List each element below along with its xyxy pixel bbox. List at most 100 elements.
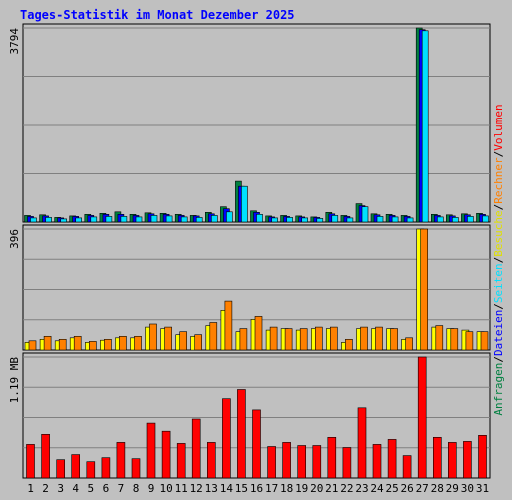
- bar-rechner-day-25: [390, 328, 398, 351]
- bar-volumen-day-21: [327, 436, 337, 479]
- bar-volumen-day-13: [207, 442, 216, 479]
- bar-volumen-day-1: [26, 444, 35, 479]
- legend-entry: /: [492, 204, 505, 211]
- bar-seiten-day-22: [346, 217, 354, 223]
- legend-entry: Rechner: [492, 157, 505, 204]
- legend-entry: Anfragen: [492, 363, 505, 416]
- x-tick-label: 21: [325, 482, 338, 495]
- bar-seiten-day-19: [301, 217, 309, 223]
- legend-entry: Dateien: [492, 310, 505, 356]
- bar-volumen-day-25: [387, 439, 397, 479]
- bar-rechner-day-13: [209, 322, 218, 351]
- bar-volumen-day-9: [146, 422, 156, 479]
- x-tick-label: 15: [235, 482, 248, 495]
- bar-seiten-day-24: [376, 216, 384, 223]
- x-tick-label: 30: [461, 482, 474, 495]
- bar-seiten-day-31: [482, 215, 489, 223]
- panel-bottom: 1.19 MB: [8, 352, 491, 479]
- bar-rechner-day-31: [480, 331, 489, 351]
- bar-seiten-day-25: [391, 216, 399, 223]
- bar-rechner-day-16: [254, 316, 263, 351]
- bar-seiten-day-6: [105, 216, 113, 223]
- bar-volumen-day-5: [86, 461, 96, 479]
- bar-seiten-day-29: [451, 217, 459, 223]
- chart-title: Tages-Statistik im Monat Dezember 2025: [20, 8, 295, 22]
- bar-rechner-day-18: [284, 328, 293, 351]
- x-tick-label: 5: [87, 482, 94, 495]
- bar-seiten-day-4: [75, 217, 82, 223]
- bar-rechner-day-26: [405, 337, 413, 351]
- x-tick-label: 1: [27, 482, 34, 495]
- x-tick-label: 16: [250, 482, 263, 495]
- bar-volumen-day-26: [402, 455, 412, 479]
- bar-volumen-day-30: [463, 441, 472, 479]
- x-tick-label: 7: [118, 482, 125, 495]
- x-tick-label: 20: [310, 482, 323, 495]
- bar-seiten-day-17: [271, 217, 278, 223]
- x-tick-label: 22: [340, 482, 353, 495]
- legend: Anfragen/Dateien/Seiten/Besuche/Rechner/…: [492, 104, 505, 415]
- bar-volumen-day-23: [357, 407, 367, 479]
- bar-volumen-day-6: [101, 457, 111, 479]
- bar-rechner-day-10: [164, 326, 172, 351]
- x-tick-label: 13: [205, 482, 218, 495]
- bar-rechner-day-5: [89, 341, 97, 351]
- legend-entry: /: [492, 257, 505, 264]
- bar-rechner-day-20: [314, 326, 323, 351]
- bar-volumen-day-7: [116, 442, 126, 479]
- bar-rechner-day-27: [420, 228, 429, 351]
- panel-frame: [22, 23, 491, 223]
- x-tick-label: 9: [148, 482, 155, 495]
- bar-rechner-day-9: [149, 323, 157, 351]
- bar-seiten-day-9: [150, 215, 158, 223]
- legend-entry: Besuche: [492, 210, 505, 256]
- x-tick-label: 28: [431, 482, 444, 495]
- bar-seiten-day-26: [406, 217, 414, 223]
- bar-seiten-day-11: [180, 216, 188, 223]
- x-tick-label: 4: [72, 482, 79, 495]
- bar-volumen-day-29: [447, 442, 457, 479]
- bar-rechner-day-6: [104, 338, 112, 351]
- bar-rechner-day-14: [224, 300, 233, 351]
- bar-rechner-day-30: [465, 331, 474, 351]
- x-tick-label: 2: [42, 482, 49, 495]
- bar-seiten-day-21: [331, 215, 339, 223]
- bar-rechner-day-19: [299, 328, 308, 351]
- bar-seiten-day-18: [286, 217, 293, 223]
- bar-seiten-day-30: [467, 216, 474, 223]
- chart-panels: 3794 396 1.19 MB: [8, 23, 491, 479]
- x-tick-label: 27: [416, 482, 429, 495]
- bar-volumen-day-2: [41, 433, 50, 479]
- bar-seiten-day-15: [241, 185, 248, 223]
- x-tick-label: 14: [220, 482, 234, 495]
- x-tick-label: 12: [190, 482, 203, 495]
- panel-max-label: 1.19 MB: [8, 357, 21, 404]
- bar-rechner-day-28: [435, 325, 444, 351]
- bar-volumen-day-18: [282, 442, 291, 479]
- bar-volumen-day-8: [131, 458, 141, 479]
- bar-rechner-day-11: [179, 331, 187, 351]
- bar-rechner-day-29: [450, 328, 459, 351]
- bar-seiten-day-27: [421, 30, 429, 223]
- bar-rechner-day-1: [28, 340, 37, 351]
- bar-rechner-day-23: [360, 326, 368, 351]
- x-tick-label: 24: [370, 482, 384, 495]
- panel-middle: 396: [8, 224, 491, 351]
- bar-seiten-day-13: [211, 215, 218, 223]
- x-tick-label: 25: [385, 482, 398, 495]
- bar-volumen-day-14: [222, 398, 231, 479]
- bar-volumen-day-15: [237, 389, 246, 479]
- x-tick-label: 19: [295, 482, 308, 495]
- bar-rechner-day-3: [58, 338, 67, 351]
- bar-rechner-day-15: [239, 328, 248, 351]
- bar-rechner-day-2: [43, 335, 52, 351]
- x-tick-label: 26: [400, 482, 413, 495]
- x-tick-label: 17: [265, 482, 278, 495]
- bar-volumen-day-11: [176, 443, 186, 479]
- panel-max-label: 3794: [8, 28, 21, 55]
- legend-entry: Volumen: [492, 104, 505, 150]
- bar-volumen-day-24: [372, 444, 382, 479]
- x-tick-label: 23: [355, 482, 368, 495]
- bar-rechner-day-24: [375, 326, 383, 351]
- bar-volumen-day-4: [71, 454, 80, 479]
